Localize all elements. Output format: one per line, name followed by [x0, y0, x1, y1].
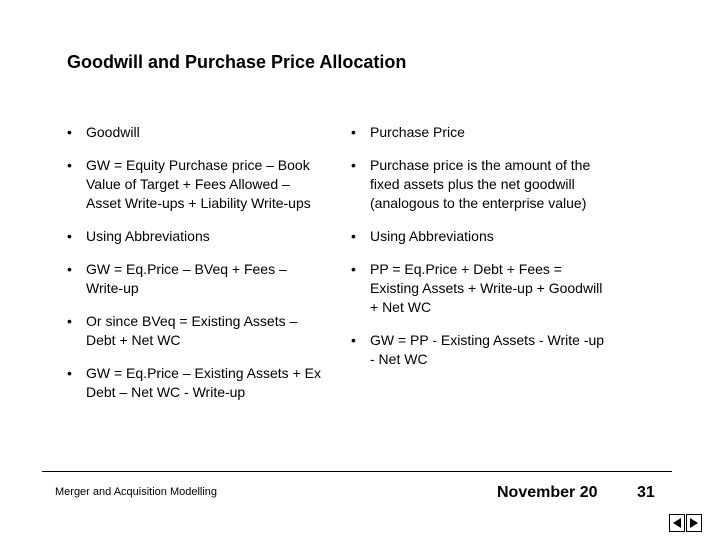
bullet-dot: • [67, 124, 72, 140]
bullet-dot: • [67, 365, 72, 381]
bullet-text: Goodwill [86, 124, 140, 140]
list-item: • Purchase price is the amount of the fix… [351, 156, 611, 213]
list-item: • GW = Eq.Price – Existing Assets + Ex De… [67, 364, 327, 402]
list-item: • PP = Eq.Price + Debt + Fees = Existing … [351, 260, 611, 317]
bullet-dot: • [67, 261, 72, 277]
bullet-text: Or since BVeq = Existing Assets – Debt +… [86, 313, 298, 348]
list-item: • Using Abbreviations [67, 227, 327, 246]
bullet-text: Using Abbreviations [370, 228, 494, 244]
right-column: • Purchase Price • Purchase price is the a… [351, 123, 611, 383]
bullet-dot: • [351, 124, 356, 140]
bullet-dot: • [67, 157, 72, 173]
bullet-text: GW = Eq.Price – Existing Assets + Ex Deb… [86, 365, 321, 400]
footer-date: November 20 [497, 484, 598, 501]
bullet-text: GW = Equity Purchase price – Book Value … [86, 157, 311, 211]
bullet-dot: • [67, 228, 72, 244]
bullet-text: Purchase Price [370, 124, 465, 140]
bullet-dot: • [351, 261, 356, 277]
next-slide-button[interactable] [686, 514, 702, 532]
bullet-text: GW = Eq.Price – BVeq + Fees – Write-up [86, 261, 287, 296]
list-item: • GW = Eq.Price – BVeq + Fees – Write-up [67, 260, 327, 298]
previous-slide-button[interactable] [669, 514, 685, 532]
list-item: • Using Abbreviations [351, 227, 611, 246]
list-item: • GW = Equity Purchase price – Book Value… [67, 156, 327, 213]
arrow-right-icon [690, 518, 698, 528]
arrow-left-icon [673, 518, 681, 528]
list-item: • GW = PP - Existing Assets - Write -up -… [351, 331, 611, 369]
list-item: • Goodwill [67, 123, 327, 142]
bullet-text: PP = Eq.Price + Debt + Fees = Existing A… [370, 261, 603, 315]
bullet-dot: • [351, 332, 356, 348]
bullet-text: Using Abbreviations [86, 228, 210, 244]
footer-course-title: Merger and Acquisition Modelling [55, 486, 218, 498]
bullet-text: GW = PP - Existing Assets - Write -up - … [370, 332, 605, 367]
list-item: • Purchase Price [351, 123, 611, 142]
bullet-dot: • [351, 157, 356, 173]
bullet-text: Purchase price is the amount of the fixe… [370, 157, 591, 211]
page-number: 31 [637, 484, 655, 501]
left-column: • Goodwill • GW = Equity Purchase price – … [67, 123, 327, 416]
slide-navigation [669, 514, 702, 532]
bullet-dot: • [351, 228, 356, 244]
bullet-dot: • [67, 313, 72, 329]
slide-title: Goodwill and Purchase Price Allocation [67, 52, 407, 72]
list-item: • Or since BVeq = Existing Assets – Debt … [67, 312, 327, 350]
footer-divider [42, 471, 672, 472]
